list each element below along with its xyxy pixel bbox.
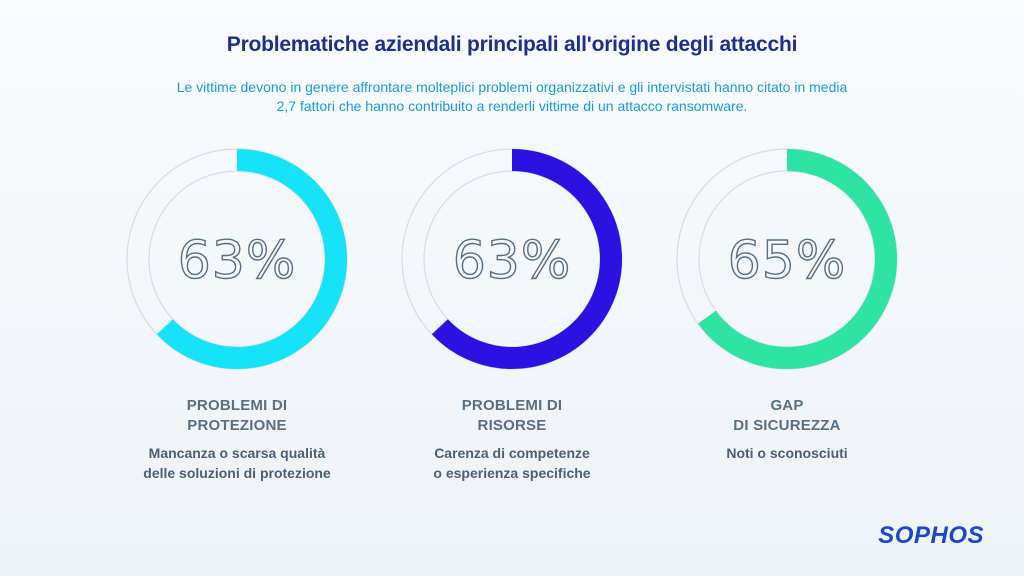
donut-value-arc: [156, 149, 347, 369]
category-title-protezione: PROBLEMI DI PROTEZIONE: [107, 396, 367, 436]
percentage-label: 63%: [178, 231, 297, 291]
category-title-line: PROBLEMI DI: [461, 397, 563, 414]
category-title-line: GAP: [770, 397, 804, 414]
donut-sicurezza: 65%: [676, 148, 898, 370]
donut-risorse: 63%: [401, 148, 623, 370]
category-desc-line: o esperienza specifiche: [433, 465, 591, 481]
percentage-label: 65%: [728, 231, 847, 291]
percentage-label: 63%: [453, 231, 572, 291]
category-title-line: DI SICUREZZA: [733, 417, 841, 434]
category-desc-line: Mancanza o scarsa qualità: [148, 445, 326, 461]
category-desc-risorse: Carenza di competenze o esperienza speci…: [382, 443, 642, 483]
donut-protezione: 63%: [126, 148, 348, 370]
subtitle-line-1: Le vittime devono in genere affrontare m…: [176, 79, 848, 95]
category-desc-line: Carenza di competenze: [434, 445, 590, 461]
donut-value-arc: [698, 149, 897, 369]
category-desc-line: delle soluzioni di protezione: [143, 465, 331, 481]
category-title-sicurezza: GAP DI SICUREZZA: [657, 396, 917, 436]
category-desc-protezione: Mancanza o scarsa qualità delle soluzion…: [107, 443, 367, 483]
category-title-line: PROTEZIONE: [187, 417, 287, 434]
category-title-line: PROBLEMI DI: [186, 397, 288, 414]
category-desc-line: Noti o sconosciuti: [726, 445, 848, 461]
category-title-line: RISORSE: [477, 417, 547, 434]
category-title-risorse: PROBLEMI DI RISORSE: [382, 396, 642, 436]
donut-track-inner: [698, 170, 876, 348]
page-subtitle: Le vittime devono in genere affrontare m…: [120, 78, 904, 116]
subtitle-line-2: 2,7 fattori che hanno contribuito a rend…: [276, 98, 748, 114]
page-title: Problematiche aziendali principali all'o…: [226, 33, 798, 56]
sophos-logo: SOPHOS: [878, 522, 984, 549]
category-desc-sicurezza: Noti o sconosciuti: [657, 443, 917, 463]
donut-value-arc: [431, 149, 622, 369]
